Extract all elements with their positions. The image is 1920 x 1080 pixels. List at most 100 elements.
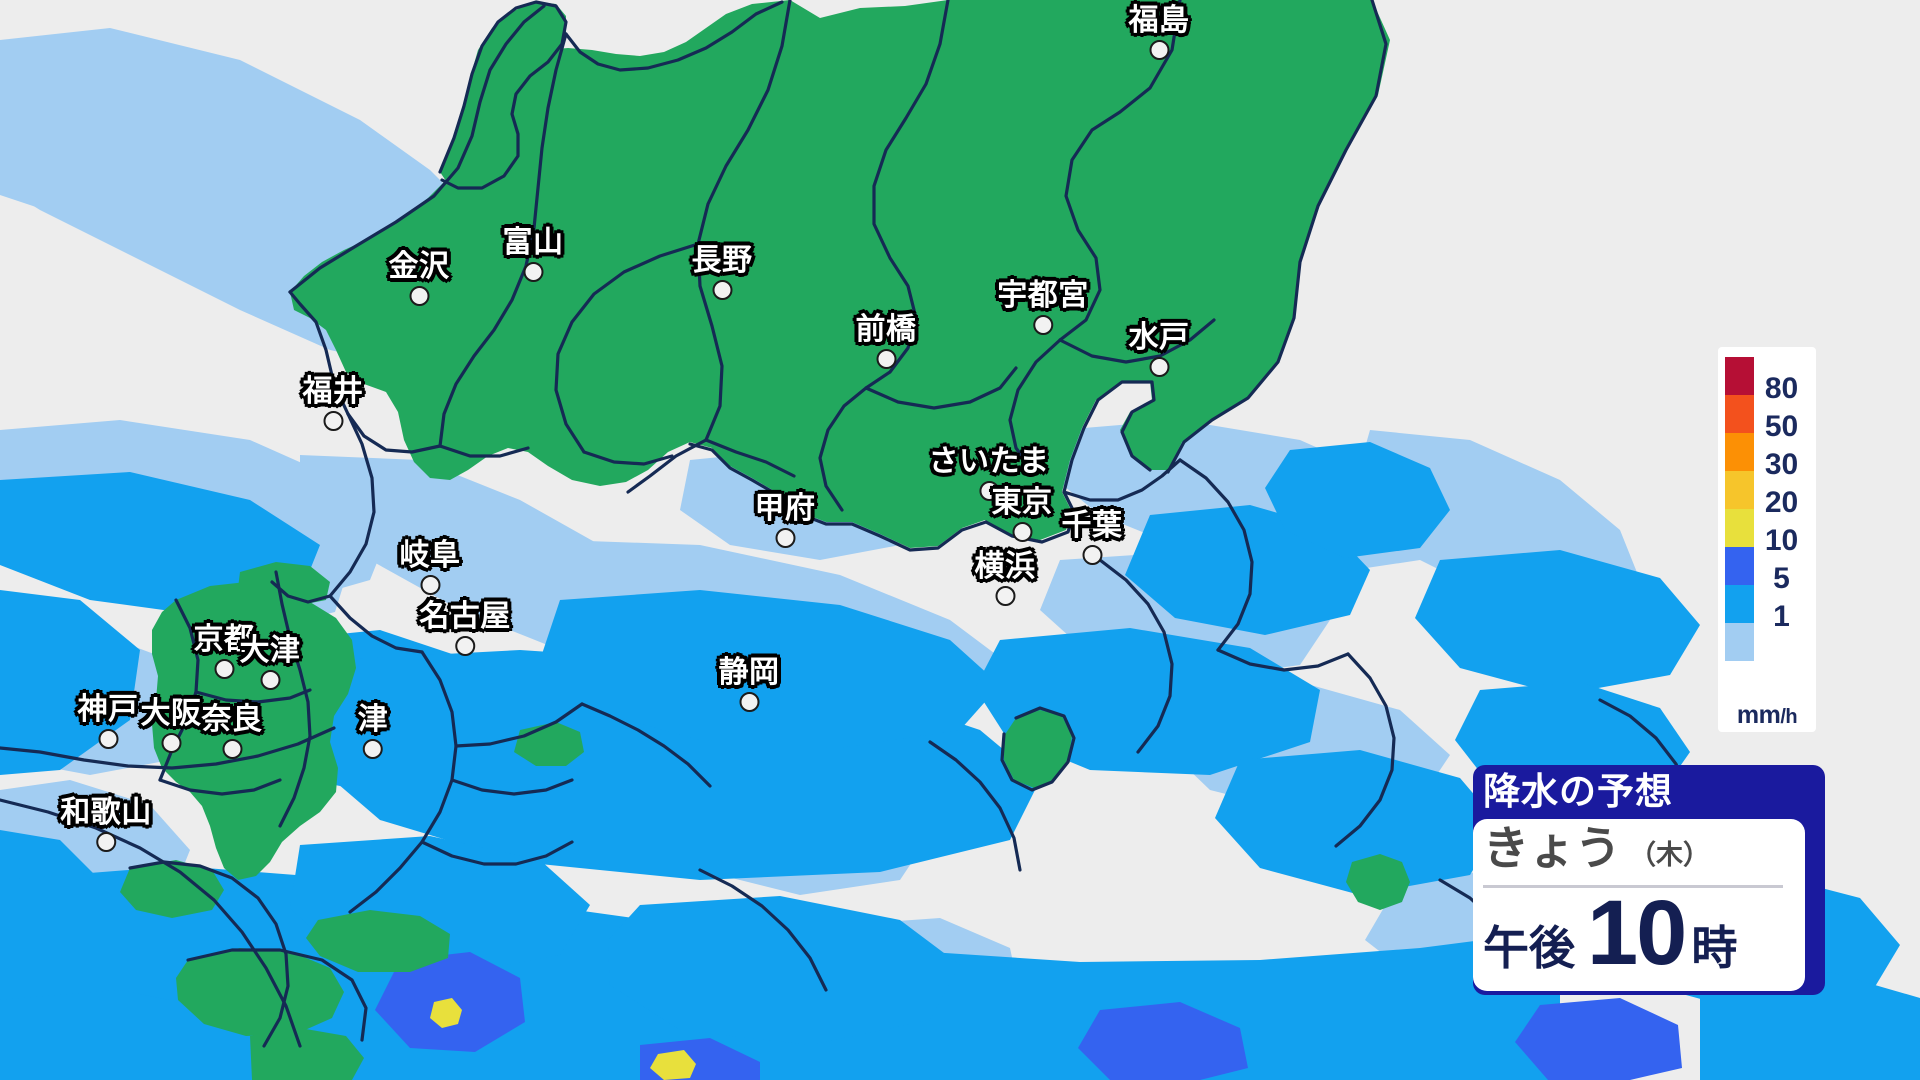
city-label: 甲府 xyxy=(754,492,816,525)
city-label: 福島 xyxy=(1128,4,1190,37)
city-label: 富山 xyxy=(502,226,564,259)
legend-color-swatch xyxy=(1725,509,1754,547)
city-dot-icon xyxy=(260,670,280,690)
city-marker-saitama[interactable]: さいたま xyxy=(928,447,1049,501)
city-label: 神戸 xyxy=(77,693,139,726)
city-marker-kobe[interactable]: 神戸 xyxy=(78,695,139,749)
legend-row: 20 xyxy=(1725,471,1809,518)
forecast-panel-title: 降水の予想 xyxy=(1483,771,1673,812)
city-marker-osaka[interactable]: 大阪 xyxy=(141,699,202,753)
city-marker-tokyo[interactable]: 東京 xyxy=(992,488,1053,542)
city-marker-kofu[interactable]: 甲府 xyxy=(755,494,816,548)
legend-row: 30 xyxy=(1725,433,1809,480)
city-dot-icon xyxy=(995,586,1015,606)
city-label: 長野 xyxy=(691,244,753,277)
city-dot-icon xyxy=(409,286,429,306)
city-marker-kanazawa[interactable]: 金沢 xyxy=(389,252,450,306)
city-dot-icon xyxy=(96,832,116,852)
city-marker-shizuoka[interactable]: 静岡 xyxy=(719,658,780,712)
legend-scale: 80 50 30 20 10 5 1 xyxy=(1725,357,1809,705)
city-dot-icon xyxy=(420,575,440,595)
forecast-time-row: 午後 10 時 xyxy=(1483,887,1805,979)
city-marker-nagano[interactable]: 長野 xyxy=(692,246,753,300)
city-marker-wakayama[interactable]: 和歌山 xyxy=(60,798,152,852)
precip-band-10to20 xyxy=(430,998,696,1080)
city-marker-utsunomiya[interactable]: 宇都宮 xyxy=(997,281,1089,335)
city-label: さいたま xyxy=(928,445,1050,478)
city-label: 大阪 xyxy=(140,697,202,730)
legend-row: 80 xyxy=(1725,357,1809,404)
city-label: 東京 xyxy=(991,486,1053,519)
city-marker-nagoya[interactable]: 名古屋 xyxy=(419,602,511,656)
legend-value-label: 20 xyxy=(1764,486,1799,519)
legend-color-swatch xyxy=(1725,433,1754,471)
legend-value-label: 50 xyxy=(1764,410,1799,443)
city-dot-icon xyxy=(323,411,343,431)
city-dot-icon xyxy=(363,739,383,759)
legend-unit-main: mm xyxy=(1736,701,1781,729)
city-dot-icon xyxy=(214,659,234,679)
city-marker-toyama[interactable]: 富山 xyxy=(503,228,564,282)
city-marker-tsu[interactable]: 津 xyxy=(358,705,389,759)
precipitation-legend: 80 50 30 20 10 5 1 mm/h xyxy=(1718,347,1816,732)
city-dot-icon xyxy=(1012,522,1032,542)
legend-color-swatch xyxy=(1725,623,1754,661)
city-dot-icon xyxy=(523,262,543,282)
city-label: 岐阜 xyxy=(399,539,461,572)
city-label: 名古屋 xyxy=(419,600,511,633)
city-dot-icon xyxy=(161,733,181,753)
city-label: 和歌山 xyxy=(60,796,152,829)
forecast-hour-unit-label: 時 xyxy=(1691,922,1738,974)
city-marker-chiba[interactable]: 千葉 xyxy=(1062,511,1123,565)
city-marker-fukushima[interactable]: 福島 xyxy=(1129,6,1190,60)
city-marker-otsu[interactable]: 大津 xyxy=(240,636,301,690)
city-dot-icon xyxy=(712,280,732,300)
legend-row: 10 xyxy=(1725,509,1809,556)
legend-row: 1 xyxy=(1725,585,1809,632)
city-marker-yokohama[interactable]: 横浜 xyxy=(975,552,1036,606)
land-green xyxy=(120,0,1410,1080)
legend-row: 50 xyxy=(1725,395,1809,442)
city-label: 宇都宮 xyxy=(997,279,1089,312)
city-label: 静岡 xyxy=(718,656,780,689)
city-label: 京都 xyxy=(193,623,255,656)
city-marker-nara[interactable]: 奈良 xyxy=(202,705,263,759)
city-dot-icon xyxy=(1033,315,1053,335)
forecast-panel[interactable]: 降水の予想 きょう （木） 午後 10 時 xyxy=(1473,765,1825,995)
city-dot-icon xyxy=(739,692,759,712)
legend-value-label: 1 xyxy=(1773,600,1790,633)
prefecture-borders xyxy=(0,0,1690,1048)
city-marker-maebashi[interactable]: 前橋 xyxy=(856,315,917,369)
city-label: 奈良 xyxy=(201,703,263,736)
legend-value-label: 80 xyxy=(1764,372,1799,405)
forecast-panel-body: きょう （木） 午後 10 時 xyxy=(1473,819,1805,991)
legend-color-swatch xyxy=(1725,471,1754,509)
city-dot-icon xyxy=(1082,545,1102,565)
city-dot-icon xyxy=(978,481,999,501)
legend-value-label: 10 xyxy=(1764,524,1799,557)
legend-value-label: 30 xyxy=(1764,448,1799,481)
city-dot-icon xyxy=(1149,357,1169,377)
city-label: 水戸 xyxy=(1128,321,1190,354)
legend-value-label: 5 xyxy=(1773,562,1790,595)
city-marker-kyoto[interactable]: 京都 xyxy=(194,625,255,679)
city-dot-icon xyxy=(98,729,118,749)
city-marker-gifu[interactable]: 岐阜 xyxy=(400,541,461,595)
legend-color-swatch xyxy=(1725,395,1754,433)
legend-unit-sub: /h xyxy=(1780,706,1798,728)
city-marker-mito[interactable]: 水戸 xyxy=(1129,323,1190,377)
city-dot-icon xyxy=(1149,40,1169,60)
city-label: 津 xyxy=(357,703,389,736)
city-label: 前橋 xyxy=(855,313,917,346)
city-label: 大津 xyxy=(239,634,301,667)
city-label: 金沢 xyxy=(388,250,450,283)
city-dot-icon xyxy=(775,528,795,548)
city-dot-icon xyxy=(222,739,242,759)
city-marker-fukui[interactable]: 福井 xyxy=(303,377,364,431)
city-label: 横浜 xyxy=(974,550,1036,583)
forecast-day-row: きょう （木） xyxy=(1483,823,1805,883)
legend-unit-label: mm/h xyxy=(1736,701,1798,729)
city-label: 福井 xyxy=(302,375,364,408)
